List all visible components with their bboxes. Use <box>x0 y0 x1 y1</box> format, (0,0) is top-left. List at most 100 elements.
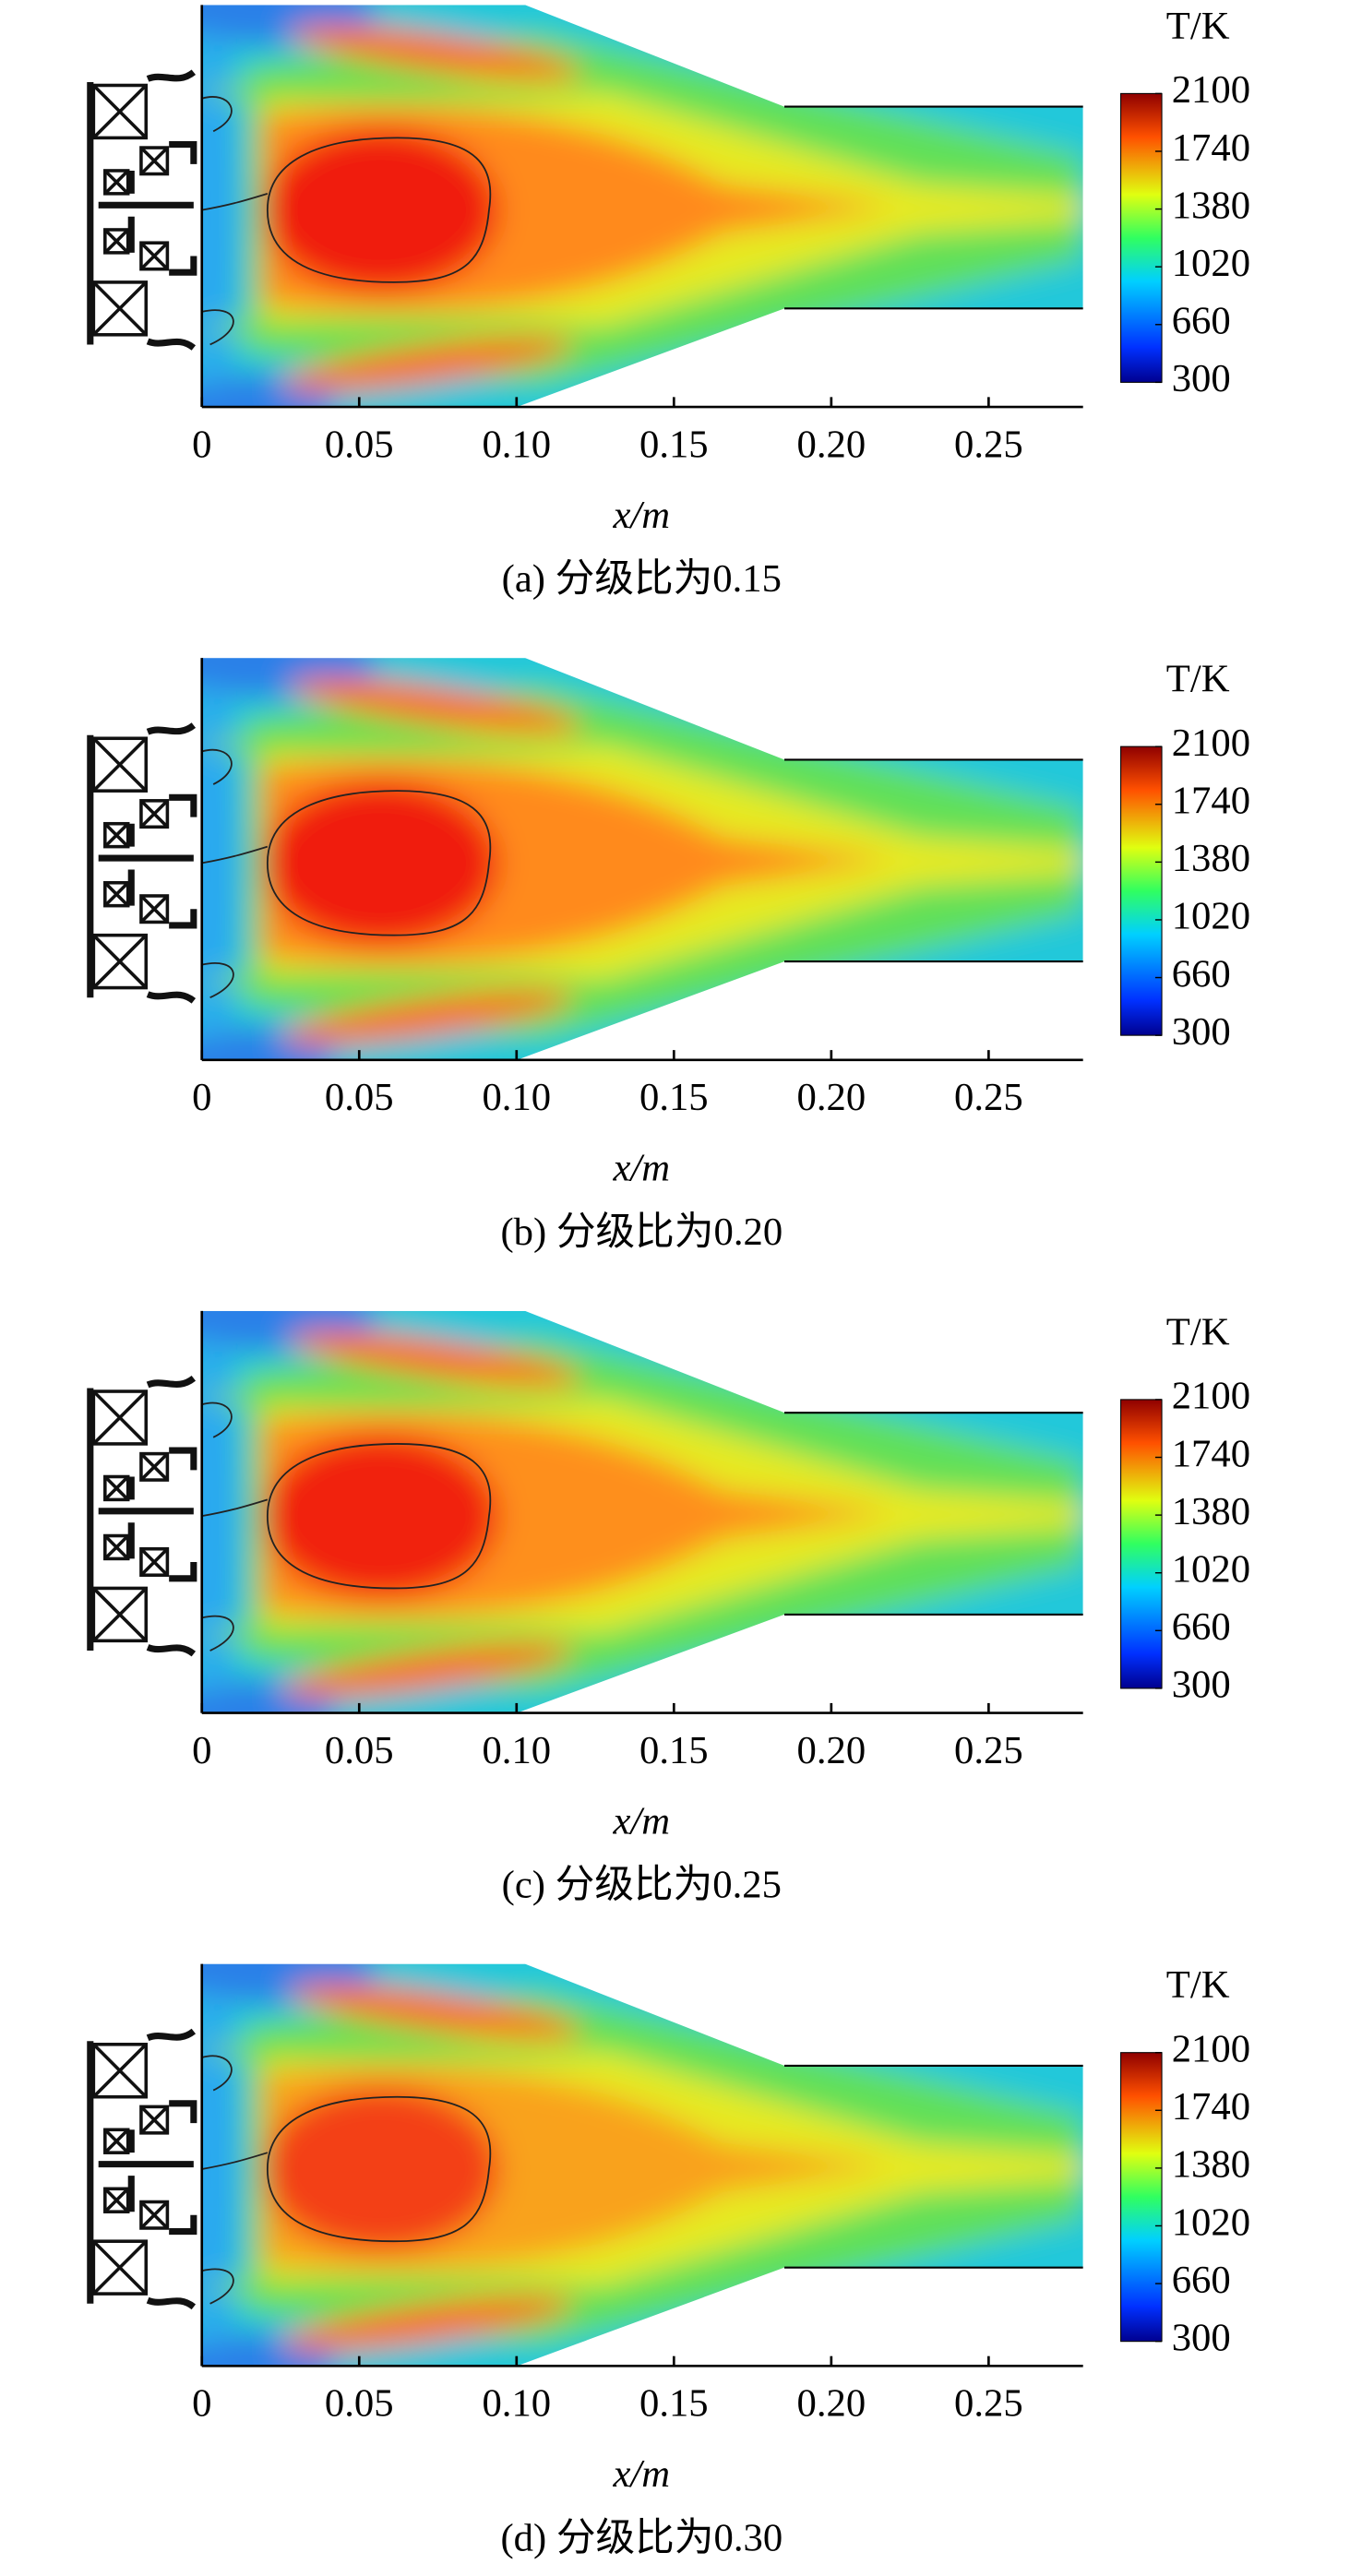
swirler-vane <box>103 169 129 196</box>
swirler-vane <box>103 2188 129 2213</box>
isotherm <box>201 96 234 346</box>
panel: 0 0.05 0.10 0.15 0.20 0.25 x/m (c) 分级比为0.25 300 6… <box>87 1310 1250 1907</box>
swirler <box>87 722 197 1004</box>
shear-band <box>205 1622 600 1646</box>
cold-zone <box>201 1988 240 2350</box>
swirler-vane <box>139 2105 169 2135</box>
cold-zone <box>201 1027 337 1060</box>
panel: 0 0.05 0.10 0.15 0.20 0.25 x/m (b) 分级比为0.20 300 6… <box>87 658 1250 1254</box>
swirler-vane <box>139 146 169 175</box>
isotherm <box>201 2095 492 2243</box>
jet-stripe <box>280 990 573 1045</box>
swirler-vane <box>92 1389 148 1446</box>
core <box>262 1434 499 1599</box>
swirler-vane <box>103 1534 129 1560</box>
colorbar-tick-label: 1380 <box>1172 837 1250 880</box>
x-tick-label: 0.15 <box>639 2382 709 2426</box>
temperature-field <box>201 1963 1083 2367</box>
swirler-vane <box>92 934 148 989</box>
wall <box>784 758 1083 963</box>
colorbar <box>1120 745 1163 1036</box>
swirler <box>87 2028 197 2310</box>
x-tick-label: 0.05 <box>325 423 394 466</box>
swirler-vane <box>139 1452 169 1482</box>
colorbar-label: T/K <box>1166 5 1230 48</box>
x-tick-label: 0 <box>192 1076 211 1119</box>
swirler-vane <box>139 241 169 270</box>
x-axis-label: x/m <box>613 1799 671 1843</box>
jet-stripe <box>288 1330 581 1386</box>
swirler-vane <box>139 1547 169 1577</box>
injector <box>87 69 197 351</box>
shear-band <box>205 2039 600 2063</box>
swirler-vane <box>103 822 129 848</box>
injector <box>87 722 197 1004</box>
swirler-vane <box>92 84 148 139</box>
x-tick-label: 0.25 <box>954 423 1023 466</box>
temperature-field <box>201 5 1083 408</box>
core <box>262 2087 499 2251</box>
colorbar <box>1120 92 1163 383</box>
caption: (c) 分级比为0.25 <box>502 1864 782 1907</box>
colorbar-tick-label: 1380 <box>1172 2143 1250 2187</box>
x-tick-label: 0 <box>192 2382 211 2426</box>
swirler <box>87 1375 197 1657</box>
x-tick-label: 0.10 <box>482 1076 551 1119</box>
x-tick-label: 0.15 <box>639 1076 709 1119</box>
colorbar-tick-label: 1020 <box>1172 242 1250 285</box>
x-axis-label: x/m <box>613 494 671 537</box>
shear-band <box>205 1386 600 1410</box>
swirler-vane <box>139 2200 169 2230</box>
x-tick-label: 0.05 <box>325 1076 394 1119</box>
colorbar-label: T/K <box>1166 1310 1230 1354</box>
x-axis-label: x/m <box>613 2452 671 2496</box>
isotherm <box>201 749 234 999</box>
x-axis-label: x/m <box>613 1147 671 1190</box>
swirler-vane <box>103 228 129 255</box>
panel: 0 0.05 0.10 0.15 0.20 0.25 x/m (d) 分级比为0.30 300 6… <box>87 1963 1250 2559</box>
core <box>262 127 499 292</box>
colorbar-tick-label: 1020 <box>1172 2200 1250 2244</box>
swirler-vane <box>92 2239 148 2296</box>
swirler-vane <box>139 894 169 924</box>
x-tick-label: 0.05 <box>325 2382 394 2426</box>
x-tick-label: 0.25 <box>954 1076 1023 1119</box>
caption: (b) 分级比为0.20 <box>500 1210 783 1254</box>
x-tick-label: 0.20 <box>797 2382 866 2426</box>
swirler-vane <box>92 280 148 337</box>
field-layers <box>201 1310 1083 1713</box>
swirler-vane <box>103 881 129 907</box>
isotherm <box>201 1401 234 1652</box>
shear-band <box>205 2275 600 2299</box>
colorbar-tick-label: 1020 <box>1172 1548 1250 1592</box>
cold-zone <box>201 2332 337 2367</box>
colorbar-tick-label: 2100 <box>1172 68 1250 112</box>
x-tick-label: 0.15 <box>639 1729 709 1772</box>
x-tick-label: 0.15 <box>639 423 709 466</box>
colorbar-tick-label: 1020 <box>1172 895 1250 938</box>
colorbar <box>1120 2052 1163 2343</box>
colorbar-tick-label: 300 <box>1172 1010 1231 1054</box>
colorbar-label: T/K <box>1166 1963 1230 2007</box>
cold-zone <box>201 374 337 408</box>
x-tick-label: 0 <box>192 1729 211 1772</box>
field-layers <box>201 1963 1083 2367</box>
colorbar-tick-label: 1740 <box>1172 1432 1250 1475</box>
cold-zone <box>201 1335 240 1697</box>
x-tick-label: 0.10 <box>482 2382 551 2426</box>
x-tick-label: 0.25 <box>954 1729 1023 1772</box>
temperature-field <box>201 658 1083 1060</box>
temperature-field <box>201 1310 1083 1713</box>
swirler-vane <box>103 1475 129 1501</box>
cold-zone <box>201 1680 337 1713</box>
colorbar-tick-label: 2100 <box>1172 2027 1250 2070</box>
x-tick-label: 0.20 <box>797 423 866 466</box>
wall <box>784 105 1083 310</box>
colorbar-tick-label: 660 <box>1172 952 1231 996</box>
colorbar-tick-label: 660 <box>1172 2259 1231 2302</box>
core <box>262 781 499 946</box>
caption: (a) 分级比为0.15 <box>502 557 782 601</box>
field-layers <box>201 5 1083 408</box>
colorbar-tick-label: 2100 <box>1172 1375 1250 1418</box>
colorbar-tick-label: 300 <box>1172 357 1231 400</box>
